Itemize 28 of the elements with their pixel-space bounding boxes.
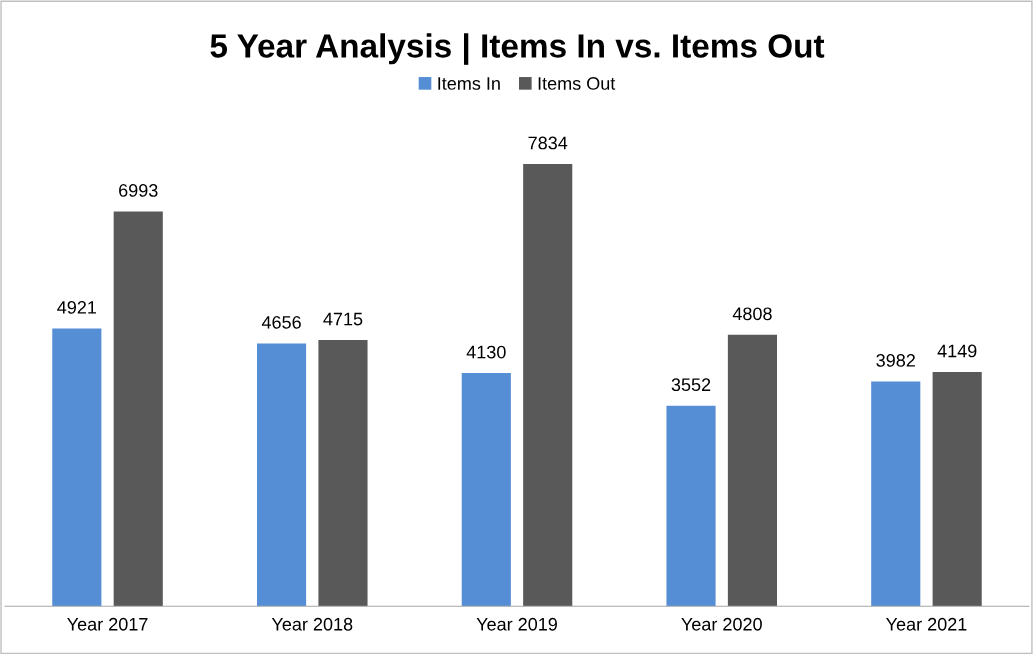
x-tick-label: Year 2017 [67, 617, 148, 631]
data-label: 4808 [732, 307, 772, 321]
bar [871, 381, 921, 607]
data-label: 3982 [876, 354, 915, 367]
x-tick-label: Year 2021 [886, 617, 967, 631]
x-tick-label: Year 2020 [681, 617, 762, 631]
bar [727, 334, 778, 607]
data-label: 7834 [528, 136, 568, 150]
data-label: 3552 [671, 378, 711, 392]
data-label: 4149 [937, 344, 977, 358]
bar [461, 373, 511, 607]
legend-label: Items In [438, 77, 500, 90]
data-label: 4656 [261, 315, 301, 329]
chart-title: 5 Year Analysis | Items In vs. Items Out [210, 33, 825, 65]
legend-label: Items Out [538, 77, 616, 90]
bar [932, 372, 982, 607]
bar [523, 164, 573, 607]
data-label: 4130 [466, 345, 506, 359]
data-label: 6993 [119, 184, 158, 197]
bar [318, 340, 368, 607]
bar [666, 405, 716, 607]
data-label: 4715 [323, 312, 363, 326]
bar [256, 343, 307, 607]
x-tick-label: Year 2018 [271, 617, 353, 631]
data-label: 4921 [57, 301, 97, 314]
x-tick-label: Year 2019 [476, 617, 557, 631]
bar [113, 211, 163, 607]
bar [52, 328, 102, 607]
